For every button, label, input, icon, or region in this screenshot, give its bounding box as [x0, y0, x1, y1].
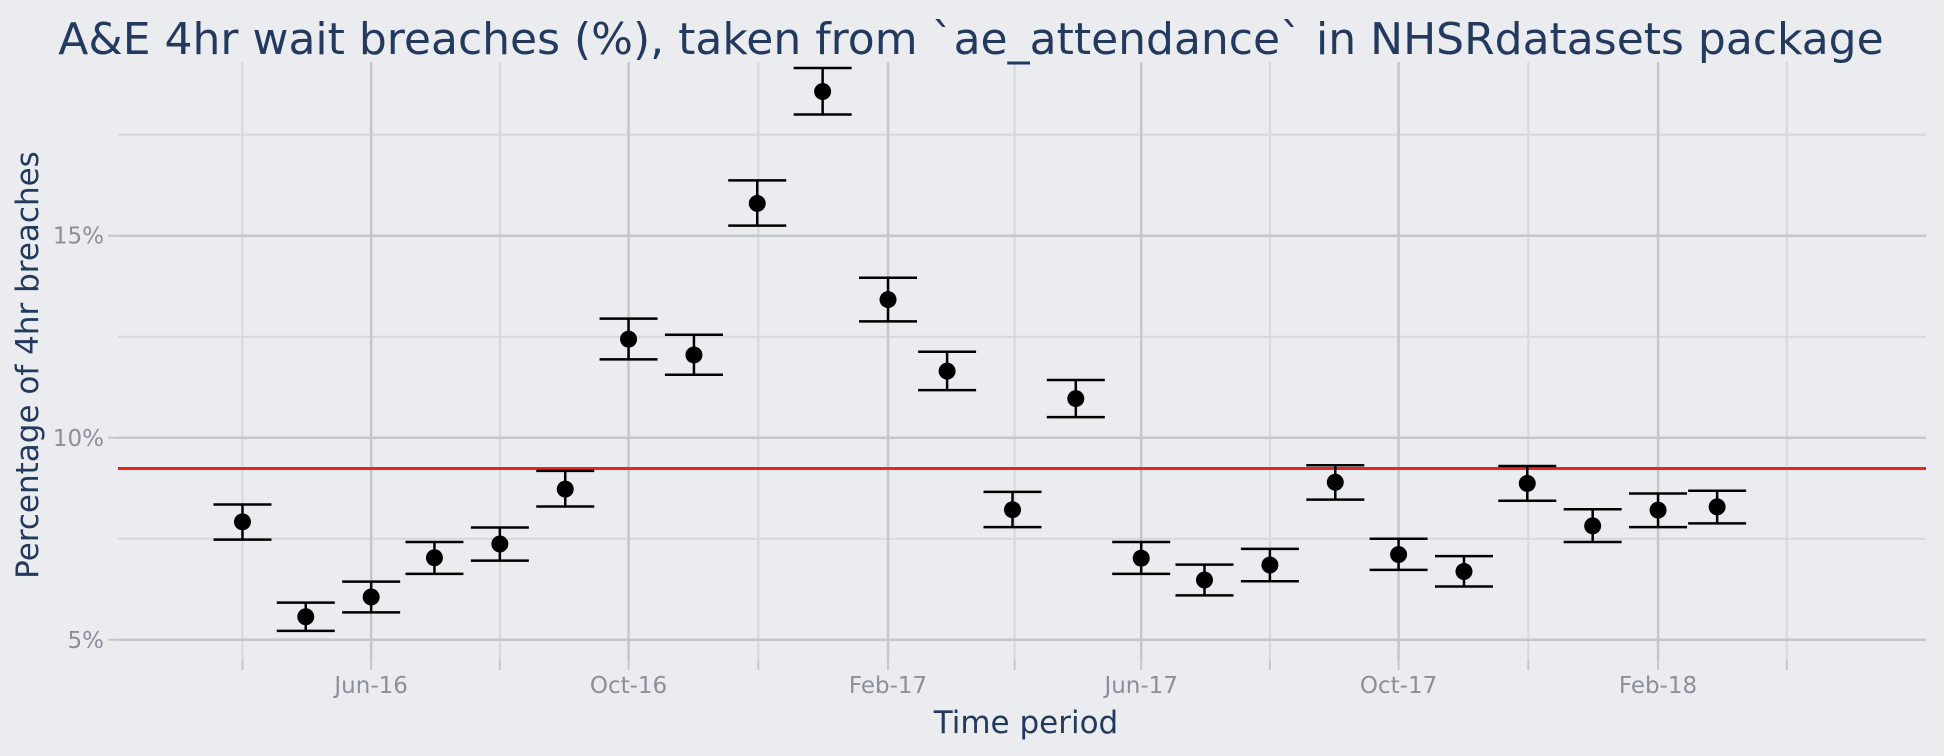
data-point: [1390, 546, 1408, 564]
data-point: [1518, 474, 1536, 492]
y-tick-label: 5%: [68, 628, 105, 654]
tick-labels-layer: 5% 10% 15% Jun-16 Oct-16 Feb-17 Jun-17 Oct-17 Fe…: [53, 224, 1697, 699]
data-layer: [213, 66, 1747, 633]
data-point: [1004, 501, 1022, 519]
data-point: [491, 535, 509, 553]
data-point: [1195, 571, 1213, 589]
data-point: [685, 346, 703, 364]
data-point: [425, 549, 443, 567]
data-point: [938, 362, 956, 380]
data-point: [1455, 563, 1473, 581]
data-point: [620, 330, 638, 348]
data-point: [1708, 498, 1726, 516]
x-tick-label: Jun-16: [332, 673, 408, 699]
data-point: [1067, 390, 1085, 408]
data-point: [362, 588, 380, 606]
data-point: [814, 82, 832, 100]
data-point: [1584, 517, 1602, 535]
data-point: [1649, 501, 1667, 519]
data-point: [1261, 556, 1279, 574]
x-tick-label: Oct-16: [590, 673, 667, 699]
data-point: [748, 194, 766, 212]
x-tick-label: Feb-17: [849, 673, 927, 699]
grid-layer: [108, 62, 1926, 670]
x-tick-label: Feb-18: [1619, 673, 1697, 699]
chart-title: A&E 4hr wait breaches (%), taken from `a…: [58, 14, 1883, 65]
data-point: [879, 291, 897, 309]
y-tick-label: 15%: [53, 224, 104, 250]
data-point: [1326, 473, 1344, 491]
data-point: [297, 608, 315, 626]
y-axis-title: Percentage of 4hr breaches: [10, 151, 46, 579]
data-point: [233, 513, 251, 531]
data-point: [1132, 549, 1150, 567]
x-axis-title: Time period: [933, 705, 1118, 741]
y-tick-label: 10%: [53, 426, 104, 452]
x-tick-label: Oct-17: [1360, 673, 1437, 699]
data-point: [556, 480, 574, 498]
x-tick-label: Jun-17: [1102, 673, 1178, 699]
